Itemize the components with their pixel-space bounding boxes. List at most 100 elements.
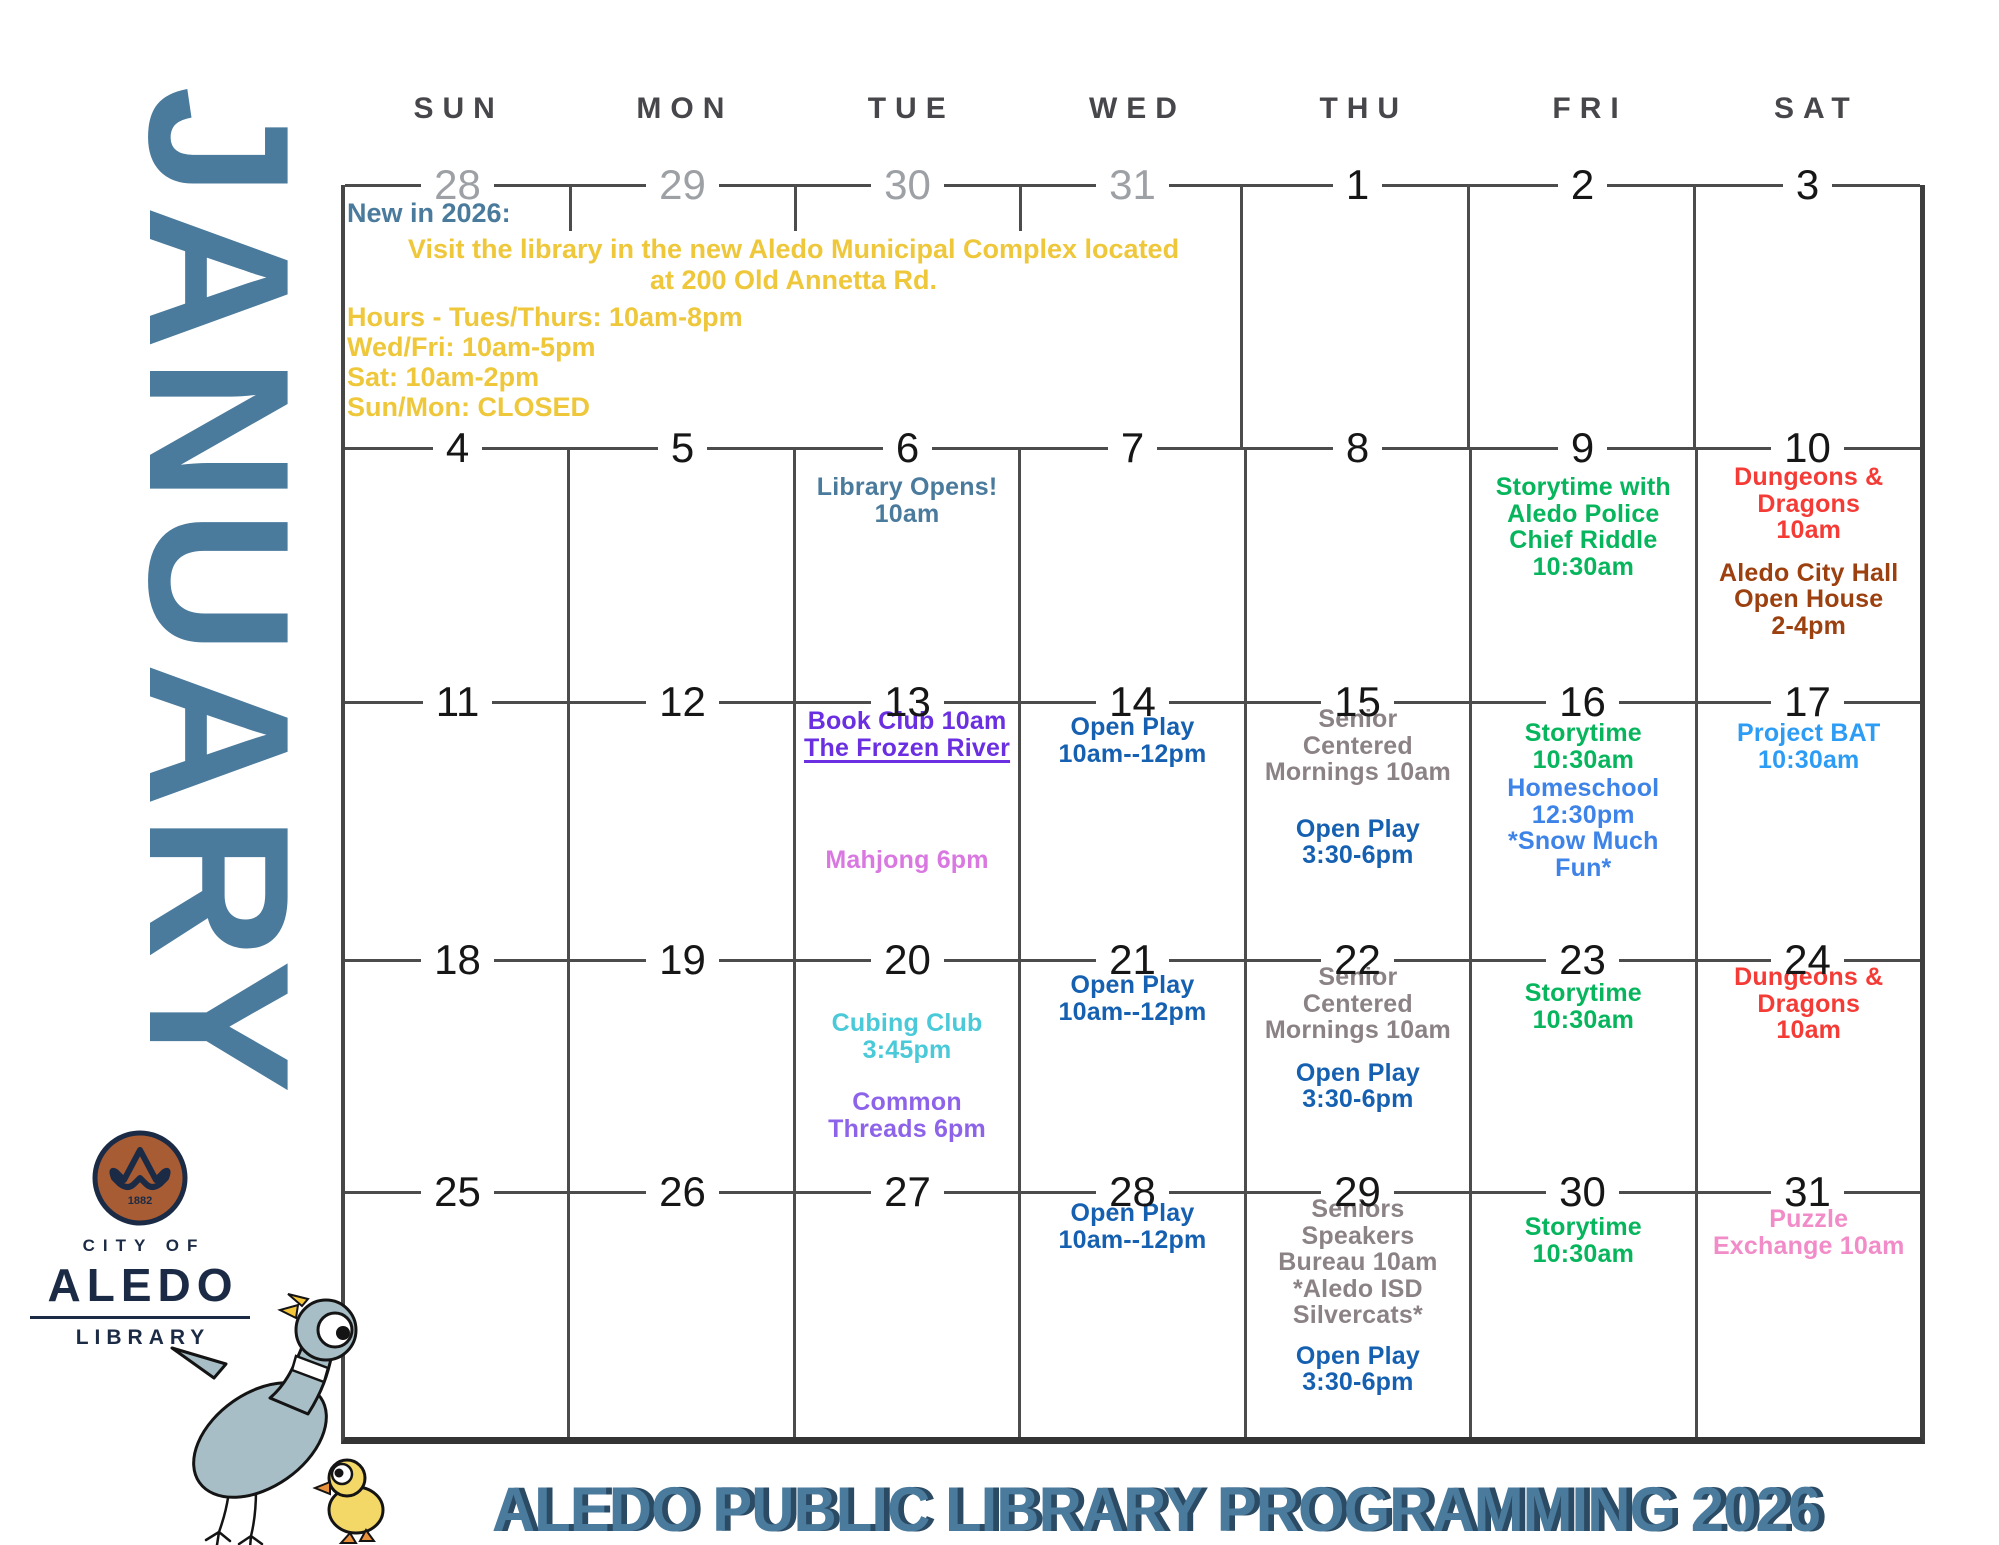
column-tick [793, 185, 797, 231]
day-cell [1470, 185, 1697, 448]
event-line: Speakers [1301, 1221, 1415, 1250]
day-cell [570, 448, 796, 702]
event-line: Mornings 10am [1264, 1016, 1451, 1044]
day-cell: Puzzle Exchange 10am [1698, 1192, 1920, 1437]
event-line: The Frozen River [804, 733, 1011, 762]
weekday-header: FRI [1552, 92, 1628, 125]
event-line: 10am [874, 499, 940, 528]
event-line: Storytime [1524, 979, 1642, 1007]
event-line: 10:30am [1532, 745, 1635, 774]
event-line: 3:30-6pm [1302, 1368, 1414, 1396]
day-cell: Storytime 10:30am [1472, 1192, 1698, 1437]
event-line: Open Play [1070, 1199, 1195, 1227]
seal-year: 1882 [128, 1195, 152, 1207]
event-line: Dragons [1757, 489, 1861, 518]
column-tick [568, 185, 572, 231]
calendar-week-row: 11 12 13 14 15 16 17 Book Club 10am The Frozen R… [345, 678, 1920, 960]
announcement-hours: Hours - Tues/Thurs: 10am-8pm Wed/Fri: 10… [347, 302, 1240, 422]
event-line: 10:30am [1532, 1005, 1635, 1034]
calendar-event: Open Play 10am--12pm [1024, 714, 1240, 767]
day-cell [1243, 185, 1470, 448]
library-logo: 1882 CITY OF ALEDO LIBRARY [30, 1128, 250, 1350]
weekday-header: SAT [1773, 92, 1859, 125]
day-cell: Dungeons & Dragons 10am [1698, 960, 1920, 1192]
event-line: Storytime [1524, 719, 1642, 747]
event-line: 12:30pm [1531, 800, 1635, 829]
event-line: Puzzle [1769, 1205, 1849, 1233]
hours-line: Wed/Fri: 10am-5pm [347, 332, 596, 362]
calendar-event: Puzzle Exchange 10am [1701, 1206, 1917, 1259]
calendar-event: Project BAT 10:30am [1701, 720, 1917, 773]
footer-title: ALEDO PUBLIC LIBRARY PROGRAMMING 2026 [491, 1475, 1821, 1545]
day-cell: Library Opens! 10am [796, 448, 1022, 702]
announcement-address-line: Visit the library in the new Aledo Munic… [407, 234, 1180, 264]
event-line: 10am--12pm [1058, 997, 1207, 1026]
calendar-event: Senior Centered Mornings 10am [1250, 964, 1466, 1044]
weekday-header: THU [1319, 92, 1409, 125]
calendar-event: Mahjong 6pm [799, 847, 1015, 874]
day-cell [1247, 448, 1473, 702]
day-cell: Dungeons & Dragons 10am Aledo City Hall Open… [1698, 448, 1920, 702]
hours-line: Hours - Tues/Thurs: 10am-8pm [347, 302, 743, 332]
event-line: Open Play [1295, 1341, 1420, 1370]
event-line: 3:45pm [862, 1035, 952, 1064]
event-line: Library Opens! [816, 473, 998, 501]
event-line: Storytime [1524, 1213, 1642, 1241]
logo-department: LIBRARY [75, 1326, 211, 1349]
event-line: Silvercats* [1292, 1301, 1423, 1329]
weekday-header-row: SUN MON TUE WED THU FRI SAT [341, 92, 1925, 126]
day-cell [345, 448, 571, 702]
event-line: Open House [1734, 585, 1884, 613]
event-line: Aledo City Hall [1719, 558, 1899, 587]
hours-line: Sun/Mon: CLOSED [347, 392, 590, 422]
day-cell: Open Play 10am--12pm [1021, 960, 1247, 1192]
event-line: Fun* [1555, 853, 1612, 882]
calendar-event: Common Threads 6pm [799, 1089, 1015, 1142]
column-tick [1019, 185, 1022, 231]
event-line: 3:30-6pm [1302, 841, 1414, 869]
event-line: 10am [1776, 516, 1842, 544]
calendar-event: Open Play 3:30-6pm [1250, 814, 1466, 869]
event-line: 10:30am [1532, 552, 1635, 581]
calendar-event: Cubing Club 3:45pm [799, 1010, 1015, 1063]
event-line: Chief Riddle [1509, 526, 1658, 554]
event-line: Bureau 10am [1278, 1248, 1438, 1276]
city-seal-icon: 1882 [92, 1130, 188, 1226]
day-cell [1016, 185, 1243, 448]
day-cell [345, 960, 571, 1192]
event-line: Common [852, 1088, 962, 1116]
pigeon-duckling-illustration [170, 1293, 385, 1545]
event-line: Cubing Club [831, 1009, 983, 1037]
day-cell: Project BAT 10:30am [1698, 702, 1920, 960]
event-line: Storytime with [1495, 473, 1671, 501]
event-line: Seniors [1311, 1195, 1405, 1223]
event-line: Senior [1318, 963, 1398, 991]
calendar-event: Dungeons & Dragons 10am [1701, 464, 1917, 544]
day-cell [796, 1192, 1022, 1437]
event-line: 3:30-6pm [1302, 1085, 1414, 1113]
event-line: *Snow Much [1508, 827, 1659, 855]
event-line: Open Play [1295, 814, 1420, 843]
event-line: 10:30am [1532, 1239, 1635, 1268]
day-cell: Senior Centered Mornings 10am Open Play 3:30… [1247, 702, 1473, 960]
event-line: Mahjong 6pm [825, 846, 989, 874]
event-line: 10am--12pm [1058, 739, 1207, 768]
calendar-event: Homeschool 12:30pm *Snow Much Fun* [1475, 775, 1691, 881]
weekday-header: MON [636, 92, 734, 125]
day-cell [1021, 448, 1247, 702]
event-line: Project BAT [1737, 719, 1881, 747]
day-cell: Open Play 10am--12pm [1021, 1192, 1247, 1437]
event-line: Threads 6pm [828, 1114, 986, 1143]
calendar-event: Storytime with Aledo Police Chief Riddle 10… [1475, 474, 1691, 580]
logo-city-name: ALEDO [47, 1259, 239, 1311]
day-cell [570, 702, 796, 960]
event-line: Dungeons & [1734, 963, 1884, 991]
event-line: Dungeons & [1734, 463, 1884, 491]
calendar-event: Open Play 3:30-6pm [1250, 1341, 1466, 1396]
day-cell [345, 702, 571, 960]
calendar-week-row: 4 5 6 7 8 9 10 Library Opens! 10am Storytime with… [345, 424, 1920, 702]
event-line: Mornings 10am [1264, 758, 1451, 786]
event-line: *Aledo ISD [1293, 1274, 1423, 1303]
day-cell: Book Club 10am The Frozen River Mahjong 6p… [796, 702, 1022, 960]
event-line: Centered [1302, 731, 1413, 760]
